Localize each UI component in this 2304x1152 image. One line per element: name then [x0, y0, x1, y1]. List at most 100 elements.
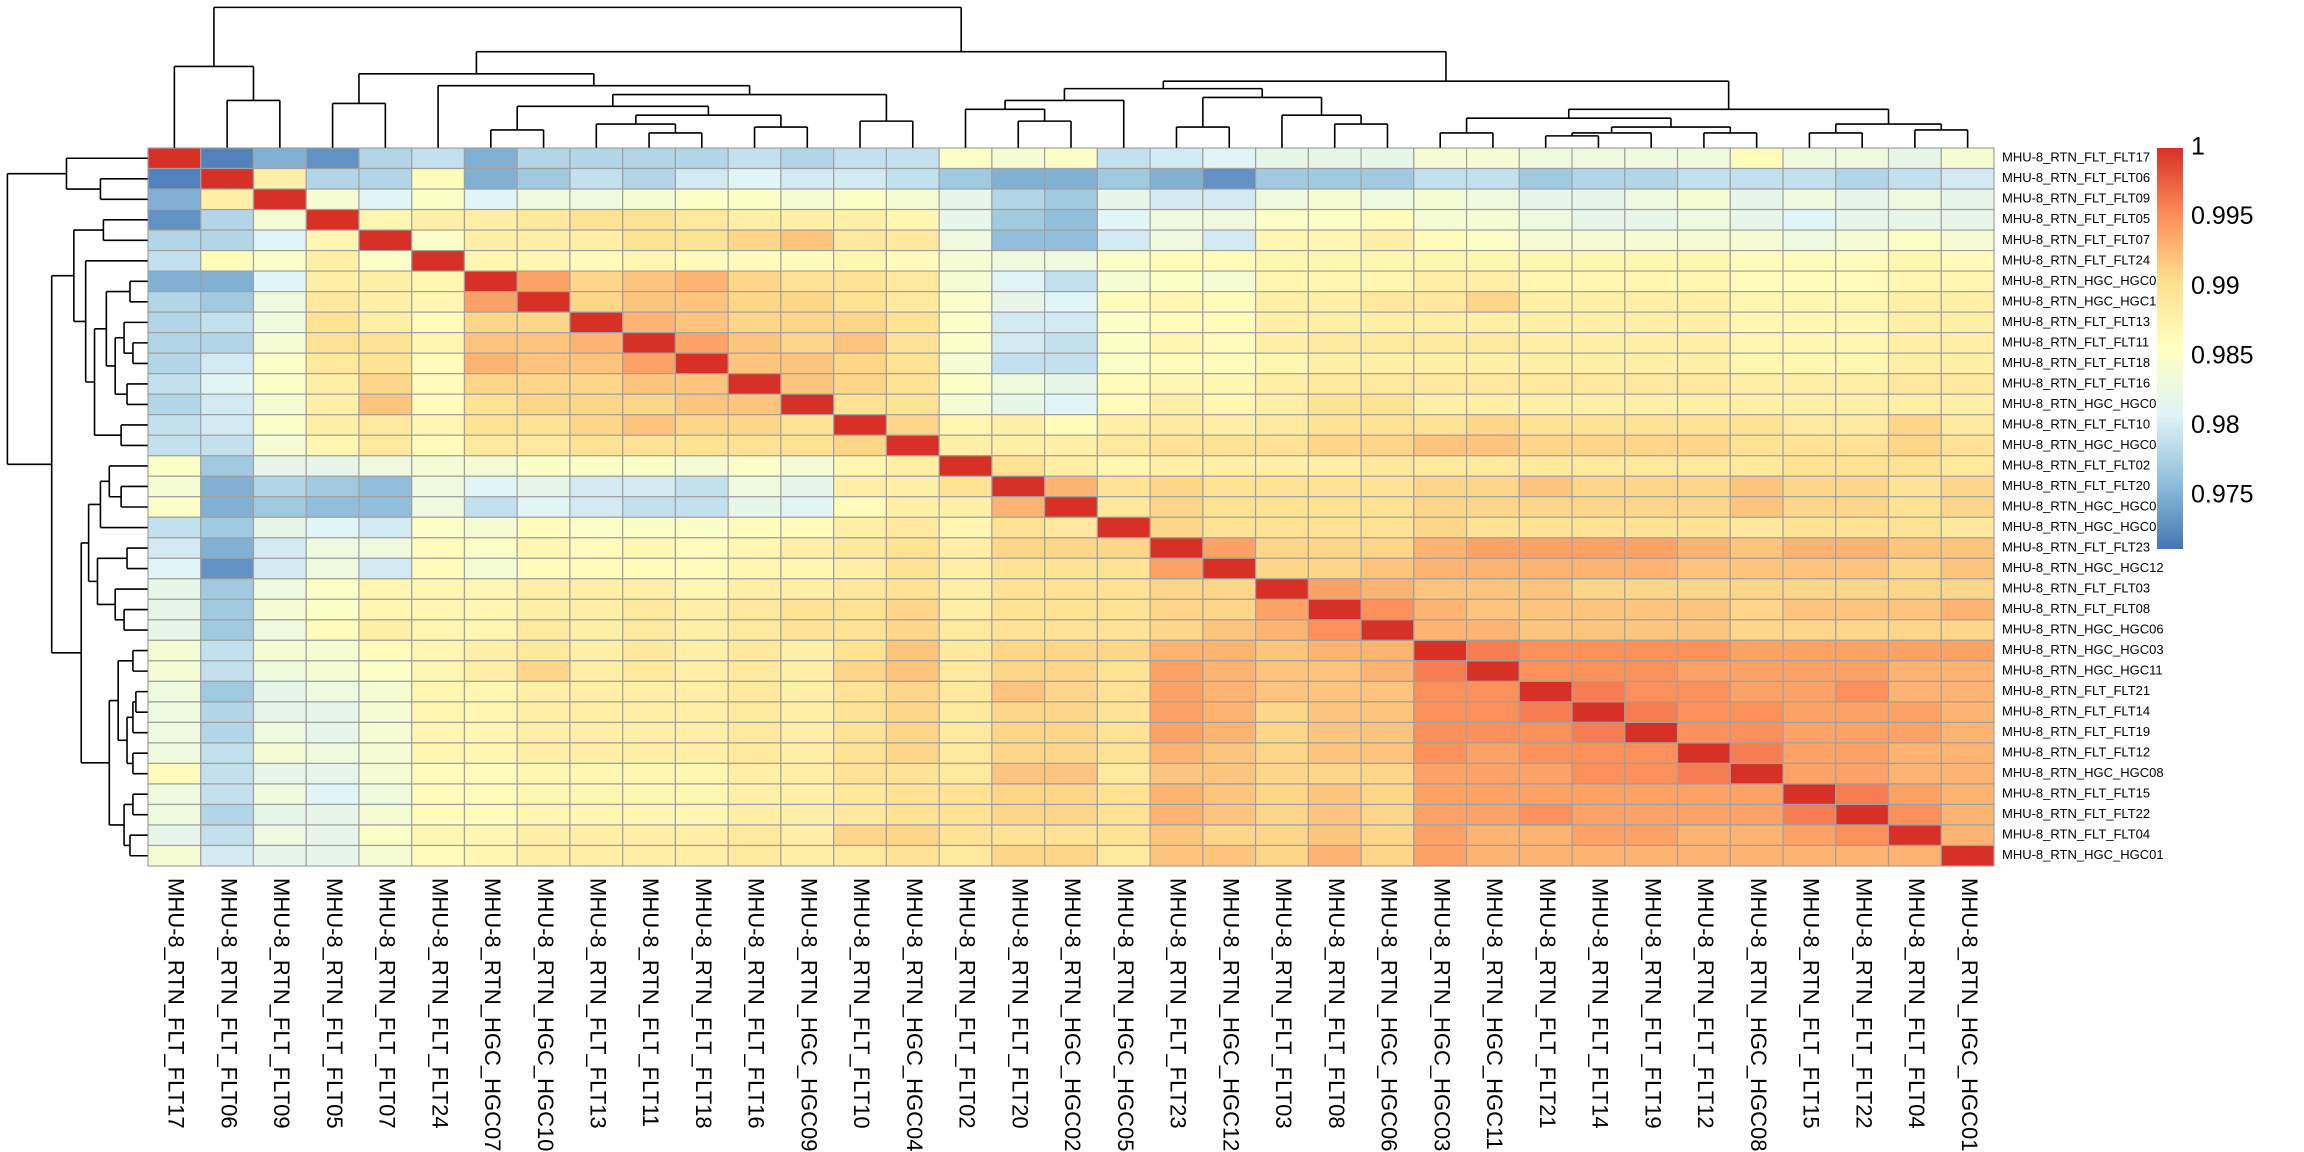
- column-label: MHU-8_RTN_HGC_HGC05: [1113, 878, 1138, 1151]
- heatmap-cell: [1044, 742, 1098, 765]
- heatmap-cell: [780, 414, 835, 436]
- heatmap-cell: [411, 496, 466, 518]
- heatmap-cell: [1887, 537, 1942, 559]
- heatmap-cell: [1571, 680, 1626, 703]
- heatmap-cell: [1465, 229, 1520, 252]
- heatmap-cell: [727, 721, 782, 744]
- heatmap-cell: [1782, 455, 1837, 477]
- heatmap-cell: [516, 208, 571, 231]
- heatmap-cell: [1254, 188, 1309, 211]
- heatmap-cell: [252, 742, 307, 765]
- heatmap-cell: [780, 844, 835, 867]
- heatmap-cell: [1676, 270, 1731, 293]
- heatmap-cell: [1571, 291, 1626, 313]
- heatmap-cell: [833, 783, 888, 806]
- heatmap-cell: [1413, 701, 1468, 724]
- heatmap-cell: [622, 352, 677, 375]
- heatmap-cell: [833, 619, 888, 641]
- heatmap-cell: [1096, 557, 1151, 580]
- heatmap-cell: [1782, 188, 1837, 211]
- heatmap-cell: [569, 188, 624, 211]
- column-label: MHU-8_RTN_FLT_FLT04: [1904, 878, 1929, 1129]
- heatmap-cell: [1729, 660, 1784, 682]
- heatmap-cell: [147, 352, 202, 375]
- heatmap-cell: [1676, 783, 1731, 806]
- heatmap-cell: [1307, 557, 1362, 580]
- heatmap-cell: [833, 639, 888, 662]
- heatmap-cell: [1044, 414, 1098, 436]
- heatmap-cell: [147, 414, 202, 436]
- heatmap-cell: [1518, 167, 1573, 190]
- heatmap-cell: [1044, 680, 1098, 703]
- heatmap-cell: [1624, 557, 1679, 580]
- heatmap-cell: [147, 783, 202, 806]
- heatmap-cell: [411, 291, 466, 313]
- heatmap-cell: [358, 270, 413, 293]
- heatmap-cell: [1729, 434, 1784, 457]
- heatmap-cell: [411, 824, 466, 847]
- heatmap-cell: [1307, 824, 1362, 847]
- heatmap-cell: [780, 270, 835, 293]
- heatmap-cell: [622, 844, 677, 867]
- heatmap-cell: [516, 639, 571, 662]
- heatmap-cell: [780, 475, 835, 498]
- heatmap-cell: [200, 701, 255, 724]
- heatmap-cell: [200, 414, 255, 436]
- heatmap-cell: [1202, 475, 1257, 498]
- row-label: MHU-8_RTN_FLT_FLT04: [2002, 827, 2150, 842]
- row-label: MHU-8_RTN_HGC_HGC07: [2002, 273, 2164, 288]
- heatmap-cell: [1676, 188, 1731, 211]
- heatmap-cell: [674, 557, 729, 580]
- heatmap-cell: [622, 639, 677, 662]
- heatmap-cell: [674, 783, 729, 806]
- heatmap-cell: [1729, 332, 1784, 354]
- heatmap-cell: [1624, 434, 1679, 457]
- heatmap-cell: [411, 557, 466, 580]
- heatmap-cell: [1202, 721, 1257, 744]
- heatmap-cell: [991, 783, 1046, 806]
- heatmap-cell: [1782, 311, 1837, 334]
- heatmap-cell: [1202, 167, 1257, 190]
- heatmap-cell: [1940, 721, 1995, 744]
- heatmap-cell: [1571, 701, 1626, 724]
- heatmap-cell: [1044, 578, 1098, 600]
- heatmap-cell: [938, 721, 993, 744]
- heatmap-cell: [1360, 249, 1415, 272]
- heatmap-cell: [1149, 147, 1204, 170]
- heatmap-cell: [1096, 434, 1151, 457]
- heatmap-cell: [991, 414, 1046, 436]
- heatmap-cell: [1940, 393, 1995, 416]
- heatmap-cell: [147, 455, 202, 477]
- heatmap-cell: [1676, 762, 1731, 785]
- heatmap-cell: [885, 578, 940, 600]
- heatmap-cell: [1518, 639, 1573, 662]
- heatmap-cell: [252, 393, 307, 416]
- heatmap-cell: [1676, 496, 1731, 518]
- heatmap-cell: [1887, 639, 1942, 662]
- column-label: MHU-8_RTN_FLT_FLT02: [955, 878, 980, 1129]
- heatmap-cell: [885, 701, 940, 724]
- heatmap-cell: [727, 762, 782, 785]
- heatmap-cell: [305, 167, 360, 190]
- heatmap-cell: [411, 803, 466, 826]
- heatmap-cell: [1307, 783, 1362, 806]
- heatmap-cell: [1254, 270, 1309, 293]
- heatmap-cell: [569, 516, 624, 539]
- heatmap-cell: [252, 680, 307, 703]
- heatmap-cell: [1940, 373, 1995, 395]
- heatmap-cell: [1044, 270, 1098, 293]
- heatmap-cell: [1044, 208, 1098, 231]
- heatmap-cell: [1940, 332, 1995, 354]
- heatmap-cell: [411, 373, 466, 395]
- row-label: MHU-8_RTN_FLT_FLT21: [2002, 683, 2150, 698]
- heatmap-cell: [674, 762, 729, 785]
- heatmap-cell: [411, 598, 466, 621]
- heatmap-cell: [569, 167, 624, 190]
- heatmap-cell: [885, 557, 940, 580]
- heatmap-cell: [1465, 291, 1520, 313]
- heatmap-cell: [1413, 373, 1468, 395]
- heatmap-cell: [1729, 208, 1784, 231]
- heatmap-cell: [674, 496, 729, 518]
- heatmap-cell: [1202, 188, 1257, 211]
- heatmap-cell: [1887, 352, 1942, 375]
